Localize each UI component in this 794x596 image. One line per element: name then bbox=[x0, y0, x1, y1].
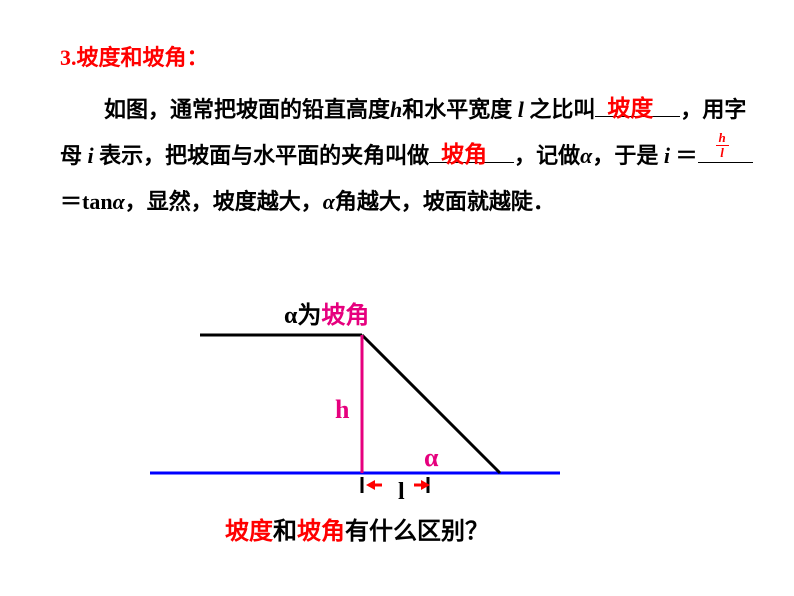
h-label: h bbox=[335, 395, 349, 425]
blank-2: 坡角 bbox=[429, 141, 514, 163]
section-title: 3.坡度和坡角： bbox=[60, 40, 794, 72]
text: 如图，通常把坡面的铅直高度 bbox=[104, 97, 390, 122]
var-alpha: α bbox=[580, 143, 592, 168]
text: ，记做 bbox=[514, 143, 580, 168]
text: ，显然，坡度越大， bbox=[125, 189, 323, 214]
var-i: i bbox=[82, 143, 99, 168]
l-label: l bbox=[398, 479, 405, 506]
text: 表示，把坡面与水平面的夹角叫做 bbox=[99, 143, 429, 168]
blank-3: hl bbox=[698, 141, 753, 163]
formula-i: i bbox=[658, 143, 675, 168]
blank-1: 坡度 bbox=[595, 95, 680, 117]
diagram: α为坡角 h α l 坡度和坡角有什么区别？ bbox=[0, 295, 794, 595]
text: 角越大，坡面就越陡． bbox=[335, 189, 555, 214]
alpha-label: α bbox=[424, 443, 439, 473]
var-l: l bbox=[512, 97, 529, 122]
var-alpha: α bbox=[323, 189, 335, 214]
text: ，于是 bbox=[592, 143, 658, 168]
equals: ＝ bbox=[675, 143, 697, 168]
text: ＝tan bbox=[60, 189, 113, 214]
text: 和水平宽度 bbox=[402, 97, 512, 122]
var-alpha: α bbox=[113, 189, 125, 214]
text: 之比叫 bbox=[529, 97, 595, 122]
body-paragraph: 如图，通常把坡面的铅直高度h和水平宽度 l 之比叫坡度，用字母 i 表示，把坡面… bbox=[60, 87, 754, 226]
var-h: h bbox=[390, 97, 402, 122]
bottom-question: 坡度和坡角有什么区别？ bbox=[225, 511, 489, 546]
